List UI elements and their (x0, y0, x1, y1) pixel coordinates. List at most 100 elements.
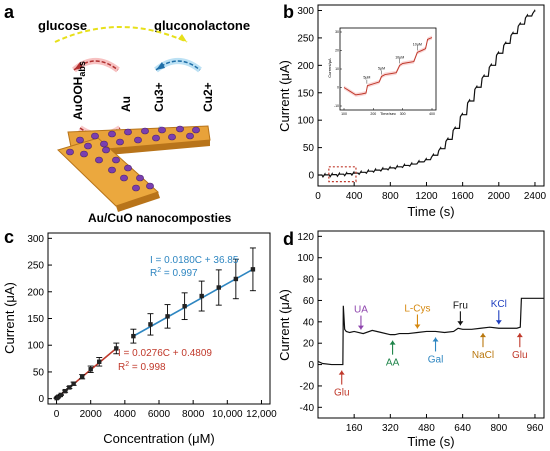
panel-d-arrowhead (357, 325, 364, 330)
panel-d-ytick-label: 20 (303, 339, 315, 350)
au-nanoparticle (158, 126, 166, 134)
au-nanoparticle (108, 166, 116, 174)
inset-ylabel: Current/μA (327, 58, 332, 78)
panel-b-ytick-label: 200 (297, 61, 314, 72)
panel-c-xtick-label: 12,000 (246, 409, 277, 420)
panel-d-label: Glu (512, 350, 528, 361)
svg-text:AuOOHabs: AuOOHabs (71, 61, 87, 120)
panel-d-label: Fru (453, 300, 468, 311)
panel-d-ylabel: Current (μA) (277, 289, 292, 361)
au-nanoparticle (76, 136, 84, 144)
panel-c-plot (53, 247, 256, 401)
panel-c-xtick-label: 10,000 (212, 409, 243, 420)
au-nanoparticle (124, 128, 132, 136)
panel-d-arrowhead (414, 324, 421, 329)
inset-ytick-label: 20 (335, 49, 339, 53)
au-nanoparticle (108, 130, 116, 138)
au-nanoparticle (100, 140, 108, 148)
panel-b-xlabel: Time (s) (407, 204, 454, 219)
au-nanoparticle (168, 133, 176, 141)
panel-c-fit-line (132, 268, 254, 337)
inset-xtick-label: 400 (429, 112, 435, 116)
au-nanoparticle (120, 174, 128, 182)
panel-c-point (233, 276, 239, 282)
panel-b-xtick-label: 0 (315, 191, 321, 202)
panel-d-arrowhead (389, 340, 396, 345)
panel-b-xtick-label: 1200 (415, 191, 438, 202)
panel-c-xtick-label: 6000 (148, 409, 171, 420)
au-nanoparticle (66, 148, 74, 156)
panel-a-caption: Au/CuO nanocomposties (88, 211, 232, 225)
au-nanoparticle (176, 125, 184, 133)
panel-b-ticks: 0 400 800 1200 1600 2000 240005010015020025030… (297, 6, 546, 202)
au-nanoparticle (84, 142, 92, 150)
panel-c-ylabel: Current (μA) (2, 282, 17, 354)
au-nanoparticle (132, 184, 140, 192)
auooh-text: AuOOH (71, 77, 85, 120)
cu-cycle-arc-top-line (155, 60, 201, 71)
panel-d-xtick-label: 160 (346, 423, 363, 434)
panel-d-label: AA (386, 358, 400, 369)
panel-d-label: NaCl (472, 350, 494, 361)
panel-b-ytick-label: 250 (297, 33, 314, 44)
panel-d-letter: d (283, 229, 294, 249)
au-nanoparticle (186, 132, 194, 140)
panel-c-point (250, 267, 256, 272)
panel-d-xtick-label: 800 (490, 423, 507, 434)
panel-c-point (199, 293, 204, 299)
panel-d: d 160 320 480 640 800 960 -40 -20 0 20 40 60 80 100 12… (277, 229, 545, 449)
au-cycle-arrowhead-top (74, 62, 83, 70)
panel-d-arrowhead (479, 333, 486, 338)
panel-d-ytick-label: 0 (308, 360, 314, 371)
panel-c-xtick-label: 4000 (114, 409, 137, 420)
inset-xtick-label: 200 (370, 112, 376, 116)
au-nanoparticle (116, 138, 124, 146)
panel-d-xtick-label: 640 (454, 423, 471, 434)
panel-c-point (62, 388, 68, 394)
panel-d-label: Gal (428, 354, 444, 365)
panel-b-zoom-box (328, 166, 357, 183)
panel-d-ytick-label: 80 (303, 275, 315, 286)
inset-ticks: 100 200 300 400 -10 0 10 20 30 (334, 30, 435, 116)
panel-b-ytick-label: 0 (308, 171, 314, 182)
panel-d-arrowhead (338, 370, 345, 375)
nanocomposite-illustration (57, 125, 211, 212)
cu-cycle-arrowhead-top (156, 62, 165, 70)
panel-c-ytick-label: 150 (27, 314, 44, 325)
panel-d-ytick-label: 60 (303, 296, 315, 307)
panel-c-point (79, 374, 85, 379)
inset-ytick-label: 10 (335, 67, 339, 71)
panel-d-ytick-label: 40 (303, 317, 315, 328)
panel-d-ytick-label: 120 (297, 232, 314, 243)
panel-c-ytick-label: 100 (27, 341, 44, 352)
panel-c-blue-fit: I = 0.0180C + 36.85 (150, 255, 239, 266)
panel-c-point (71, 381, 76, 386)
panel-b-ytick-label: 100 (297, 116, 314, 127)
au-nanoparticle (102, 146, 110, 154)
panel-c-point (56, 394, 61, 399)
panel-b-letter: b (283, 2, 294, 22)
panel-c-point (67, 385, 72, 390)
inset-annotations: 5μM 5μM 10μM 10μM (363, 42, 422, 84)
au-cycle-arc-top-line (73, 60, 119, 71)
panel-d-xtick-label: 960 (527, 423, 544, 434)
panel-b: b 0 400 800 1200 1600 2000 2400050100150200250… (277, 2, 547, 219)
panel-c-point (182, 304, 187, 309)
inset-annotation: 5μM (363, 76, 370, 80)
au-nanoparticle (91, 132, 99, 140)
auooh-label: AuOOHabs (71, 61, 87, 120)
panel-b-ytick-label: 150 (297, 88, 314, 99)
au-nanoparticle (80, 150, 88, 158)
panel-c-point (165, 314, 170, 319)
panel-c-xtick-label: 8000 (182, 409, 205, 420)
au-nanoparticles (66, 125, 200, 192)
panel-c-red-fit: I = 0.0276C + 0.4809 (118, 348, 212, 359)
panel-d-annotations: Glu UA AA L-Cys Gal Fru NaCl KCl Glu (334, 299, 528, 398)
panel-c-xtick-label: 2000 (80, 409, 103, 420)
inset-xlabel: Time/sec (380, 111, 396, 116)
panel-d-xtick-label: 320 (382, 423, 399, 434)
glucose-label: glucose (38, 18, 87, 33)
gluconolactone-label: gluconolactone (154, 18, 250, 33)
cuo-plate-front-side (116, 192, 160, 212)
